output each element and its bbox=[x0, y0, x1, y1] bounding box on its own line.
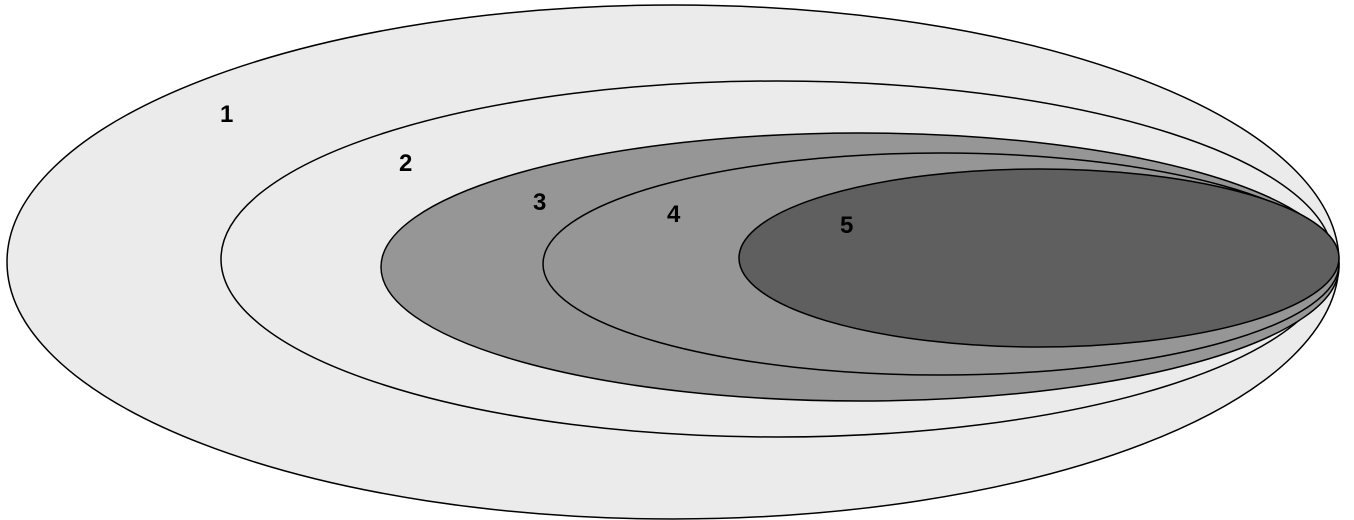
region-5-label: 5 bbox=[840, 212, 853, 239]
region-5-ellipse bbox=[738, 168, 1340, 348]
region-3-label: 3 bbox=[533, 189, 546, 216]
region-1-label: 1 bbox=[220, 101, 233, 128]
region-4-label: 4 bbox=[667, 201, 681, 228]
region-2-label: 2 bbox=[399, 150, 412, 177]
